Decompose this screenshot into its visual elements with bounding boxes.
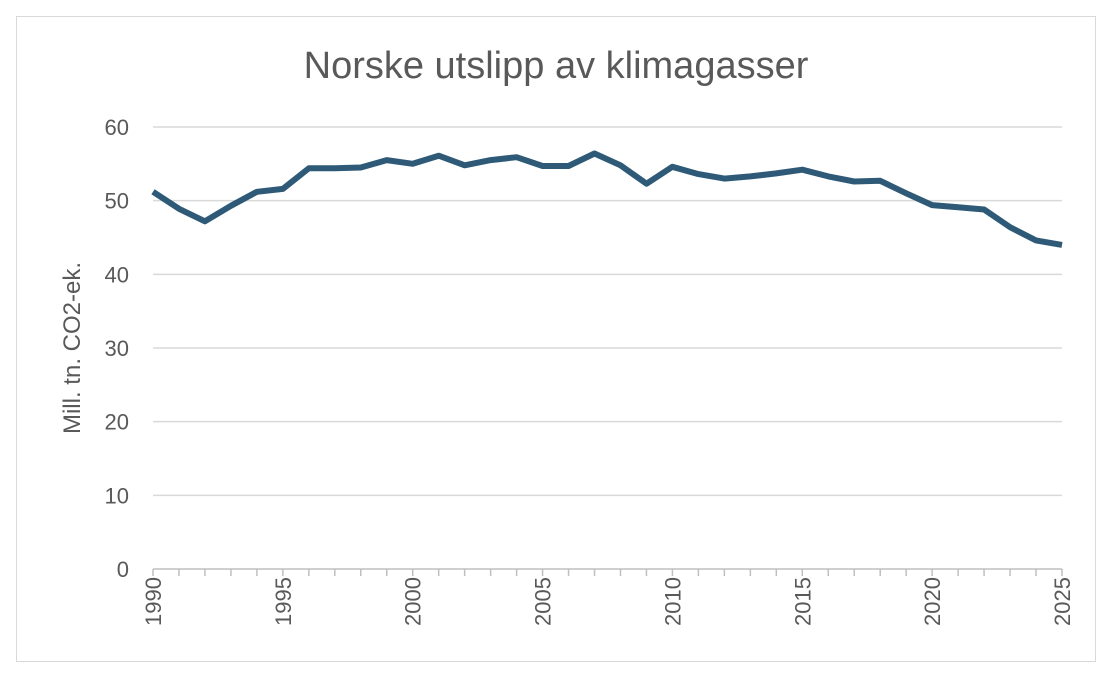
y-tick-label-20: 20 xyxy=(105,410,129,435)
x-tick-label-1995: 1995 xyxy=(271,577,296,626)
x-tick-label-2000: 2000 xyxy=(401,577,426,626)
x-axis-tick-labels: 1990 1995 2000 2005 2010 2015 2020 2025 xyxy=(141,577,1075,626)
x-tick-label-2015: 2015 xyxy=(790,577,815,626)
chart-frame xyxy=(16,16,1096,662)
y-axis-ticks: 0 10 20 30 40 50 60 xyxy=(105,115,129,582)
y-axis-label: Mill. tn. CO2-ek. xyxy=(59,262,86,434)
y-tick-label-0: 0 xyxy=(117,557,129,582)
x-axis xyxy=(152,568,1063,576)
x-tick-label-2020: 2020 xyxy=(920,577,945,626)
x-tick-label-2010: 2010 xyxy=(660,577,685,626)
y-tick-label-10: 10 xyxy=(105,483,129,508)
x-tick-label-2005: 2005 xyxy=(531,577,556,626)
y-tick-label-30: 30 xyxy=(105,336,129,361)
series-line-0 xyxy=(151,150,1063,248)
x-tick-label-1990: 1990 xyxy=(141,577,166,626)
y-tick-label-50: 50 xyxy=(105,189,129,214)
y-tick-label-40: 40 xyxy=(105,262,129,287)
y-tick-label-60: 60 xyxy=(105,115,129,140)
chart-title: Norske utslipp av klimagasser xyxy=(304,45,809,87)
gridlines xyxy=(153,126,1062,497)
series-layer xyxy=(151,150,1063,248)
x-tick-label-2025: 2025 xyxy=(1050,577,1075,626)
